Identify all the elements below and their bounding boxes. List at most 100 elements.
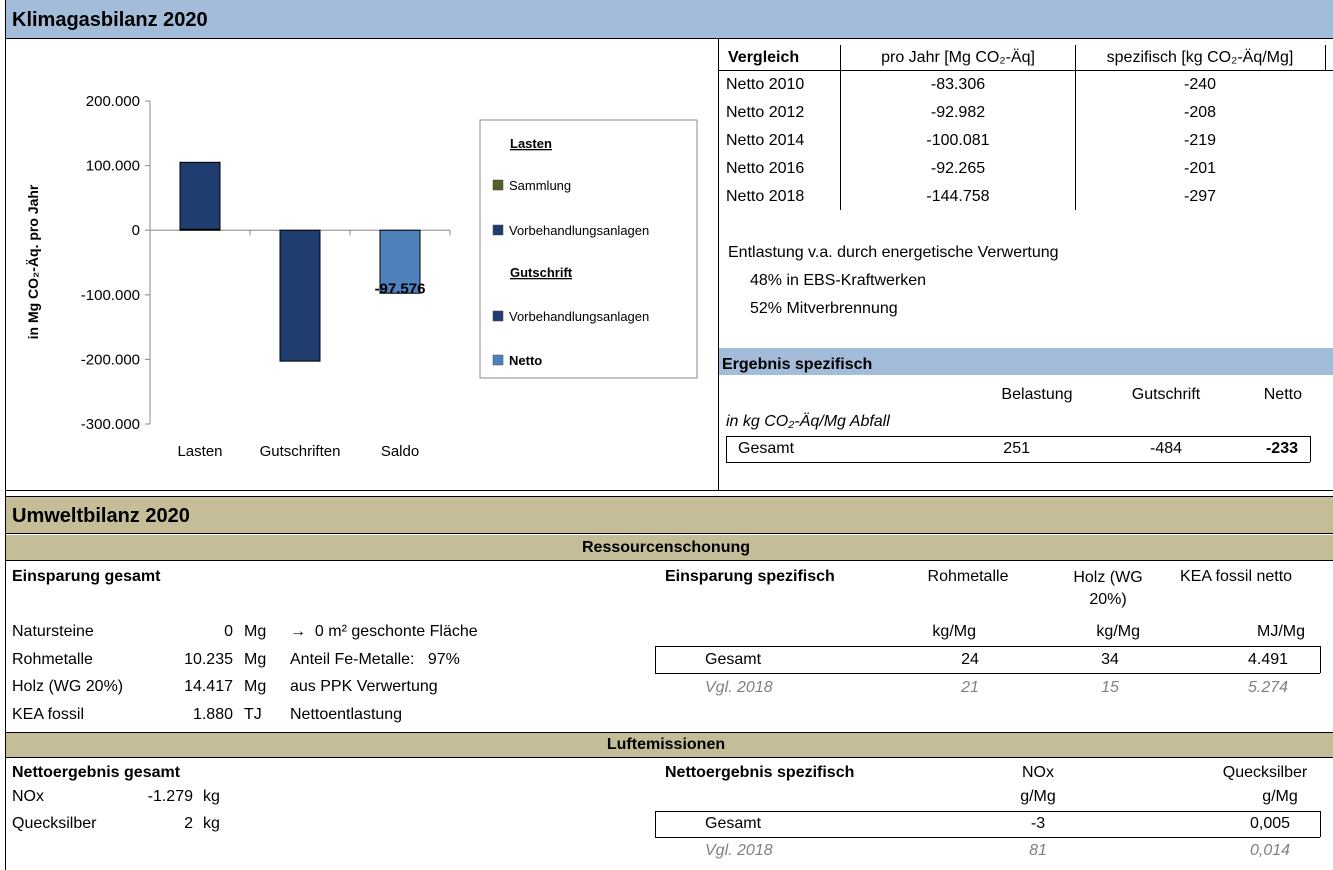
cell-text: -219 [1183, 132, 1217, 149]
cell-text: Nettoentlastung [290, 705, 403, 723]
cell-text: Quecksilber [1222, 764, 1308, 781]
rule [5, 757, 1333, 758]
cell-text: Nettoergebnis gesamt [12, 764, 181, 781]
cell-text: NOx [12, 788, 44, 805]
legend-swatch [492, 354, 504, 366]
cell-text: Quecksilber [12, 815, 97, 832]
cell-text: Gesamt [705, 815, 762, 832]
rule [840, 45, 841, 70]
cell-text: -100.081 [926, 132, 990, 149]
rule [655, 837, 1320, 838]
cell-text: Vergleich [728, 49, 800, 66]
section-band [5, 535, 1333, 560]
rule [1320, 811, 1321, 837]
cell-text: Einsparung spezifisch [665, 568, 835, 585]
legend-entry: Vorbehandlungsanlagen [509, 309, 649, 324]
y-tick-label: -100.000 [81, 287, 140, 304]
cell-text: Netto 2010 [726, 76, 805, 93]
y-tick-label: 0 [132, 222, 140, 239]
cell-text: 21 [961, 679, 979, 696]
cell-text: -233 [1265, 440, 1298, 457]
cell-text: kg/Mg [1096, 623, 1140, 640]
cell-text: Ressourcenschonung [581, 539, 751, 556]
cell-text: Netto 2016 [726, 160, 805, 177]
title-band [5, 0, 1333, 38]
rule [5, 496, 1333, 497]
rule [655, 646, 656, 673]
y-tick-label: -300.000 [81, 416, 140, 433]
cell-text: 251 [1003, 440, 1030, 457]
cell-text: Einsparung gesamt [12, 568, 161, 585]
cell-text: 48% in EBS-Kraftwerken [750, 272, 927, 289]
rule [726, 462, 1310, 463]
rule [655, 673, 1320, 674]
bar [279, 229, 321, 362]
cell-text: -240 [1183, 76, 1217, 93]
cell-text: -3 [1030, 815, 1046, 832]
cell-text: Gesamt [738, 440, 795, 457]
cell-text: Vgl. 2018 [705, 679, 773, 696]
cell-text: MJ/Mg [1257, 623, 1305, 640]
cell-text: -201 [1183, 160, 1217, 177]
cell-text: g/Mg [1020, 788, 1056, 805]
section-title: Klimagasbilanz 2020 [12, 9, 208, 31]
cell-text: 52% Mitverbrennung [750, 300, 898, 317]
cell-text: Netto 2012 [726, 104, 805, 121]
cell-text: Holz (WG 20%) [1073, 569, 1143, 608]
x-tick-label: Saldo [381, 443, 419, 460]
cell-text: Mg [244, 650, 267, 668]
cell-text: Anteil Fe-Metalle: 97% [290, 650, 460, 668]
legend-entry: Vorbehandlungsanlagen [509, 223, 649, 238]
cell-text: 5.274 [1247, 679, 1289, 696]
rule [840, 70, 841, 210]
cell-text: Mg [244, 623, 267, 640]
cell-text: aus PPK Verwertung [290, 678, 438, 695]
cell-text: Entlastung v.a. durch energetische Verwe… [728, 244, 1059, 261]
rule [718, 70, 1333, 71]
title-band [5, 497, 1333, 533]
cell-text: Ergebnis spezifisch [722, 356, 873, 373]
cell-text: -92.265 [930, 160, 986, 177]
chart: -300.000 -200.000 -100.000 0 100.000 200.000 L… [25, 93, 698, 460]
rule [5, 732, 1333, 733]
rule [1310, 436, 1311, 462]
cell-text: Netto 2018 [726, 188, 805, 205]
cell-text: 15 [1101, 679, 1119, 696]
cell-text: Mg [244, 678, 267, 695]
y-tick-label: -200.000 [81, 351, 140, 368]
cell-text: Rohmetalle [927, 568, 1009, 585]
cell-text: kg [203, 788, 220, 805]
cell-text: Holz (WG 20%) [12, 678, 124, 695]
y-axis-label: in Mg CO₂-Äq. pro Jahr [25, 184, 41, 339]
x-tick-label: Gutschriften [260, 443, 341, 460]
rule [1075, 45, 1076, 70]
legend-entry: Netto [509, 353, 542, 368]
cell-text: -297 [1183, 188, 1217, 205]
rule [726, 436, 1310, 437]
legend-swatch [492, 310, 504, 322]
cell-text: in kg CO₂-Äq/Mg Abfall [726, 413, 890, 430]
cell-text: KEA fossil netto [1179, 568, 1293, 585]
legend [479, 119, 698, 379]
legend-swatch [492, 179, 504, 191]
cell-text: NOx [1022, 764, 1054, 781]
rule [1325, 45, 1326, 70]
x-tick-label: Lasten [177, 443, 222, 460]
cell-text: -1.279 [147, 788, 193, 805]
cell-text: Natursteine [12, 623, 94, 640]
rule [5, 560, 1333, 561]
cell-text: spezifisch [kg CO₂-Äq/Mg] [1106, 49, 1294, 66]
cell-text: kg/Mg [932, 623, 976, 640]
rule [655, 646, 1320, 647]
section-band [5, 733, 1333, 757]
cell-text: 0,014 [1249, 842, 1291, 859]
rule [5, 0, 6, 870]
cell-text: Netto 2014 [726, 132, 805, 149]
cell-text: 0,005 [1249, 815, 1291, 832]
cell-text: 81 [1029, 842, 1047, 859]
legend-swatch [492, 224, 504, 236]
cell-text: -92.982 [930, 104, 986, 121]
y-tick-label: 100.000 [86, 158, 140, 175]
cell-text: 10.235 [184, 650, 233, 668]
